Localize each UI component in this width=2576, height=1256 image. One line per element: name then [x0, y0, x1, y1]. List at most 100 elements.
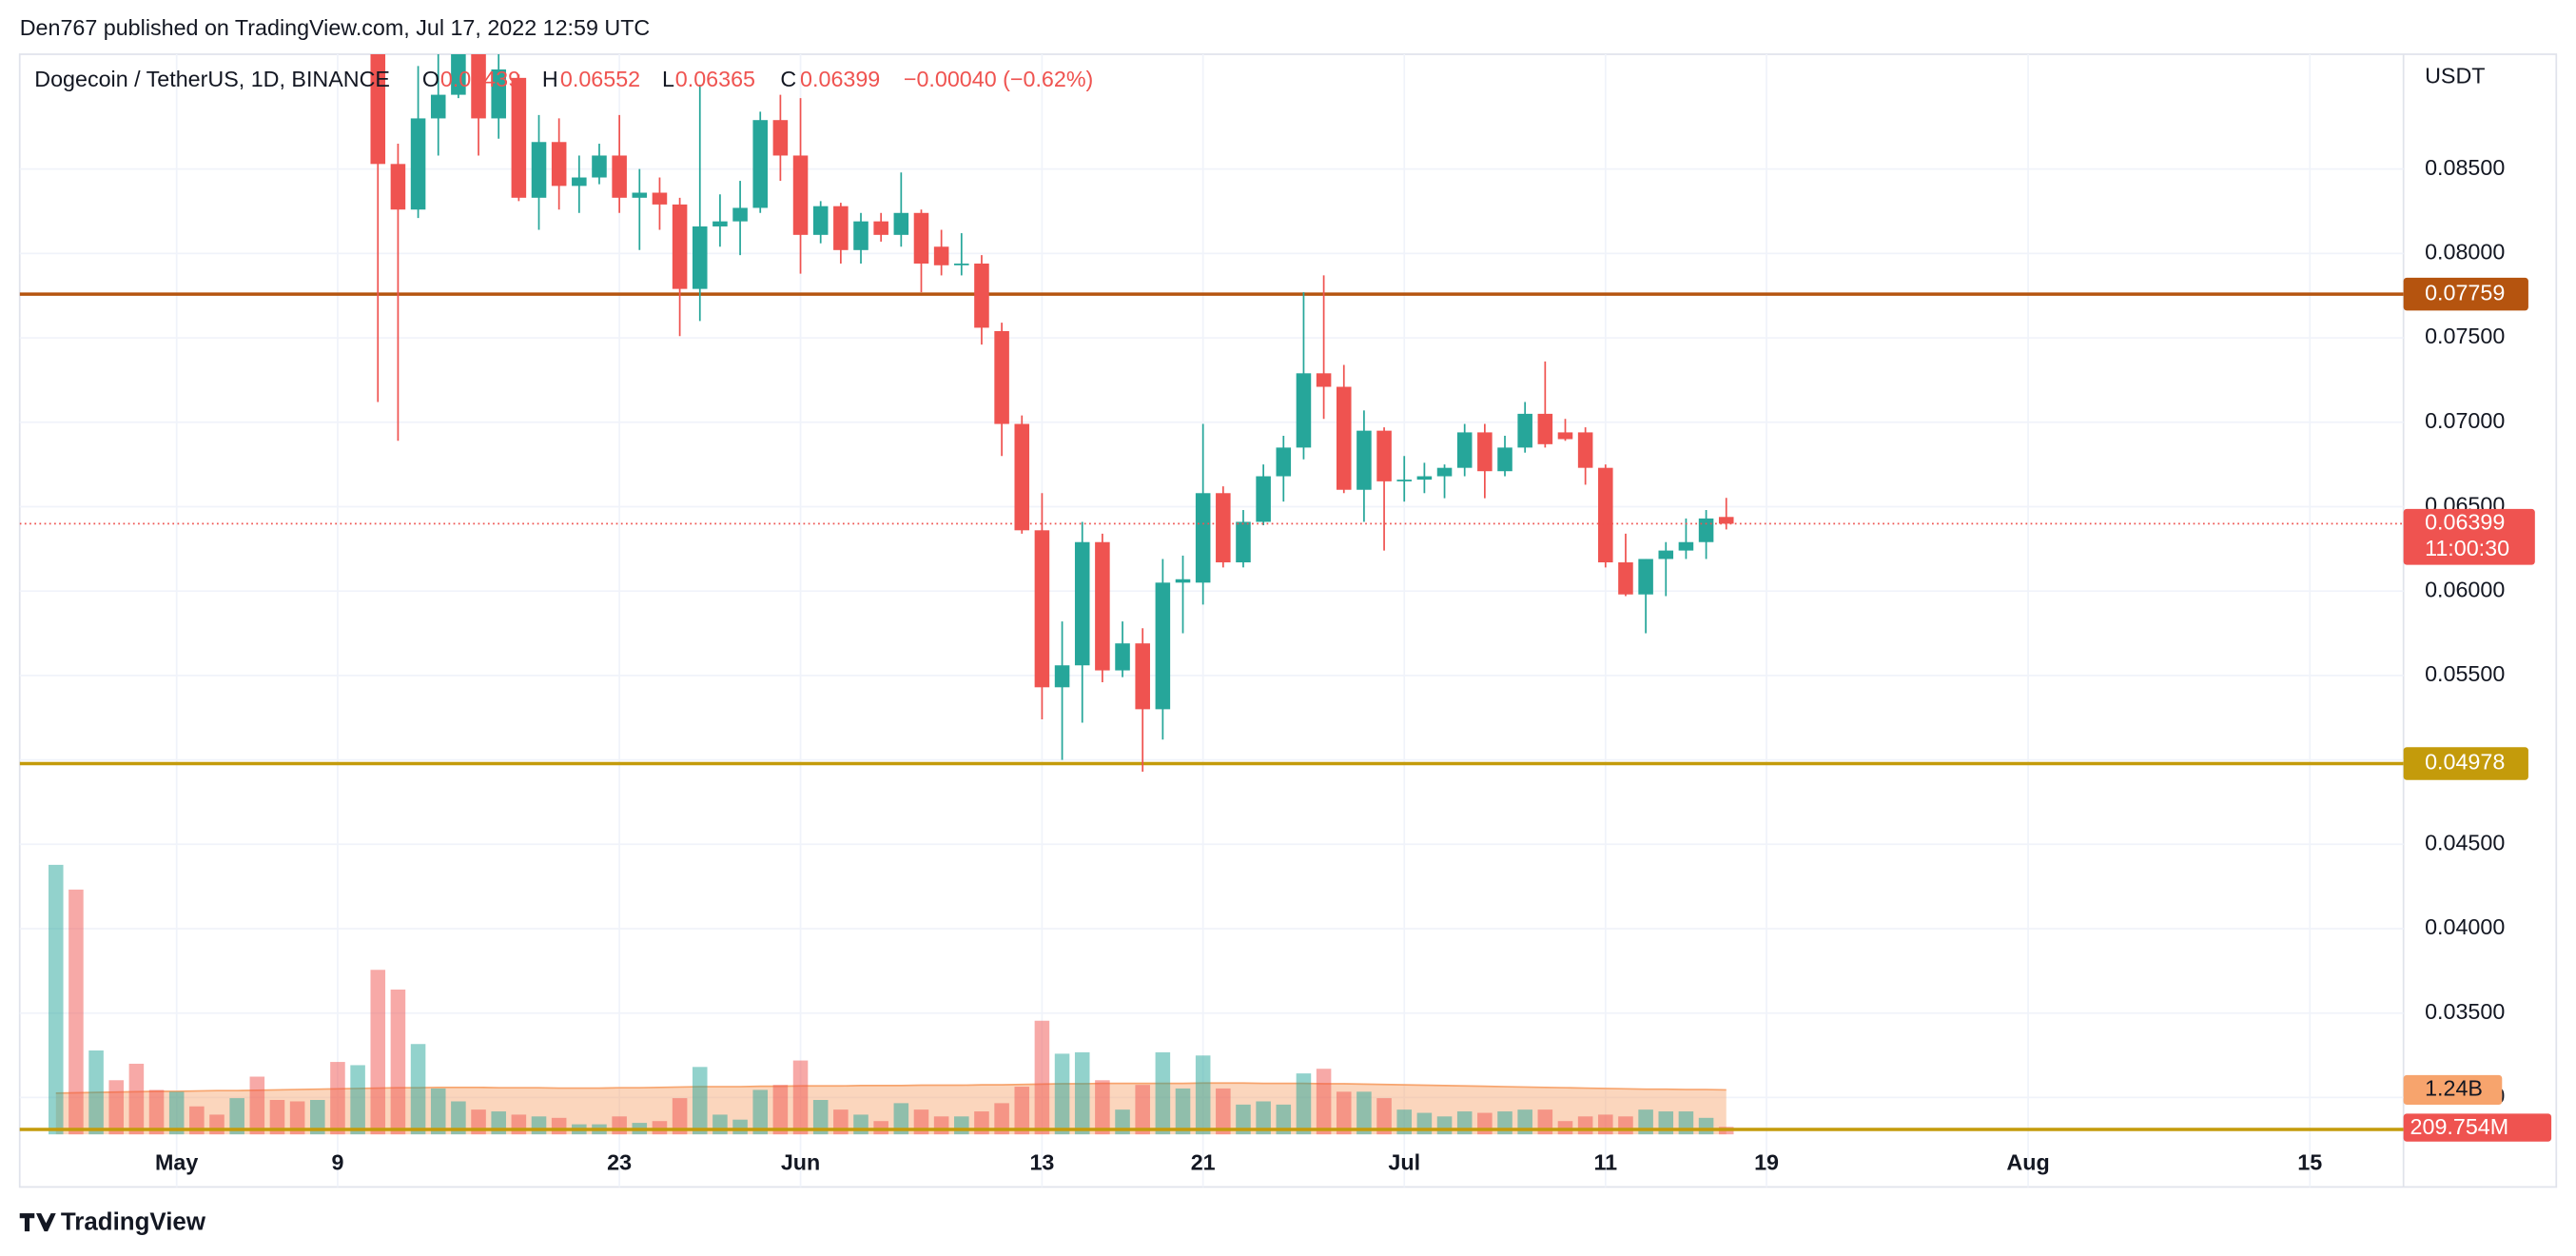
countdown: 11:00:30 — [2425, 536, 2509, 560]
volume-bar — [1095, 1080, 1110, 1135]
volume-bar — [792, 1060, 809, 1135]
level-box — [2403, 277, 2528, 311]
volume-bar — [1034, 1020, 1050, 1135]
candle-body — [1436, 467, 1453, 477]
candle-body — [1718, 517, 1734, 524]
candle-body — [994, 330, 1009, 424]
volume-bar — [189, 1106, 205, 1135]
candle-body — [551, 142, 567, 186]
volume-bar — [148, 1089, 165, 1135]
y-tick-label: 0.04500 — [2425, 830, 2505, 854]
candle-body — [772, 120, 789, 156]
volume-bar — [853, 1114, 868, 1135]
candle-body — [954, 264, 969, 265]
candle-body — [612, 155, 627, 198]
volume-bar — [1577, 1116, 1593, 1135]
volume-bar — [128, 1063, 145, 1135]
candle-body — [1014, 423, 1030, 531]
volume-bar — [1175, 1088, 1191, 1135]
volume-bar — [1296, 1073, 1312, 1135]
volume-bar — [551, 1117, 567, 1135]
volume-bar — [430, 1088, 446, 1135]
candle-body — [933, 246, 949, 265]
brand-name: TradingView — [61, 1208, 206, 1235]
candle-body — [1115, 643, 1130, 671]
symbol: Dogecoin / TetherUS, 1D, BINANCE — [34, 67, 390, 91]
candle-body — [1256, 476, 1271, 522]
candle-body — [812, 206, 829, 235]
candle-body — [1557, 432, 1573, 440]
volume-bar — [451, 1101, 466, 1135]
candle-body — [430, 94, 446, 119]
candle-body — [1216, 493, 1231, 563]
candle-body — [1276, 447, 1292, 477]
candle-body — [1638, 559, 1653, 595]
currency: USDT — [2425, 63, 2485, 88]
ohlc-key: H — [542, 67, 558, 91]
candle-body — [1698, 518, 1714, 542]
candle-body — [632, 192, 648, 198]
candle-body — [1336, 386, 1352, 490]
candle-body — [592, 155, 607, 178]
volume-bar — [873, 1121, 888, 1135]
volume-bar — [68, 889, 84, 1135]
brand: TradingView — [19, 1208, 206, 1235]
level-label: 0.07759 — [2425, 280, 2505, 304]
candle-body — [652, 192, 668, 205]
candle-body — [1236, 521, 1251, 563]
candle-body — [1678, 541, 1694, 551]
candle-body — [370, 54, 386, 165]
candle-body — [531, 142, 547, 198]
volume-bar — [752, 1089, 769, 1135]
volume-bar — [410, 1044, 426, 1135]
volume-bar — [168, 1091, 185, 1135]
volume-bar — [1316, 1069, 1332, 1135]
volume-bar — [1376, 1098, 1392, 1135]
y-tick-label: 0.08000 — [2425, 240, 2505, 265]
candle-body — [471, 54, 486, 119]
candle-body — [692, 226, 708, 289]
ohlc-value: 0.06552 — [560, 67, 640, 91]
candle-body — [511, 77, 527, 198]
volume-bar — [692, 1067, 708, 1135]
x-tick-label: 11 — [1593, 1149, 1617, 1174]
candle-body — [712, 221, 728, 226]
candle-body — [752, 120, 769, 208]
candle-body — [451, 54, 466, 95]
candle-body — [833, 206, 849, 250]
volume-bar — [893, 1103, 909, 1135]
volume-bar — [812, 1099, 829, 1135]
candle-body — [1316, 373, 1332, 387]
volume-bar — [390, 989, 406, 1135]
price-box — [2403, 508, 2535, 565]
volume-bar — [1477, 1112, 1493, 1135]
volume-bar — [772, 1085, 789, 1135]
volume-ma-area — [55, 1083, 1727, 1135]
volume-bar — [652, 1121, 668, 1135]
ohlc-key: O — [422, 67, 439, 91]
x-tick-label: Jun — [781, 1149, 820, 1174]
volume-bar — [511, 1114, 527, 1135]
y-tick-label: 0.06000 — [2425, 577, 2505, 601]
volume-bar — [994, 1103, 1009, 1135]
candle-body — [390, 164, 406, 210]
candle-body — [1396, 480, 1413, 481]
x-tick-label: 19 — [1754, 1149, 1779, 1174]
candle-body — [1155, 582, 1171, 710]
frame — [18, 53, 2558, 1188]
volume-bar — [269, 1099, 285, 1135]
volume-bar — [1216, 1088, 1231, 1135]
volume-bar — [1054, 1053, 1070, 1135]
change: −0.00040 (−0.62%) — [904, 67, 1093, 91]
candle-body — [1054, 665, 1070, 688]
level-box — [2403, 747, 2528, 780]
volume-bar — [1256, 1101, 1271, 1135]
candle-body — [1456, 432, 1473, 468]
candle-body — [1195, 493, 1211, 583]
volume-bar — [1557, 1121, 1573, 1135]
volume-bar — [1618, 1116, 1633, 1135]
volume-bar — [1014, 1087, 1030, 1135]
